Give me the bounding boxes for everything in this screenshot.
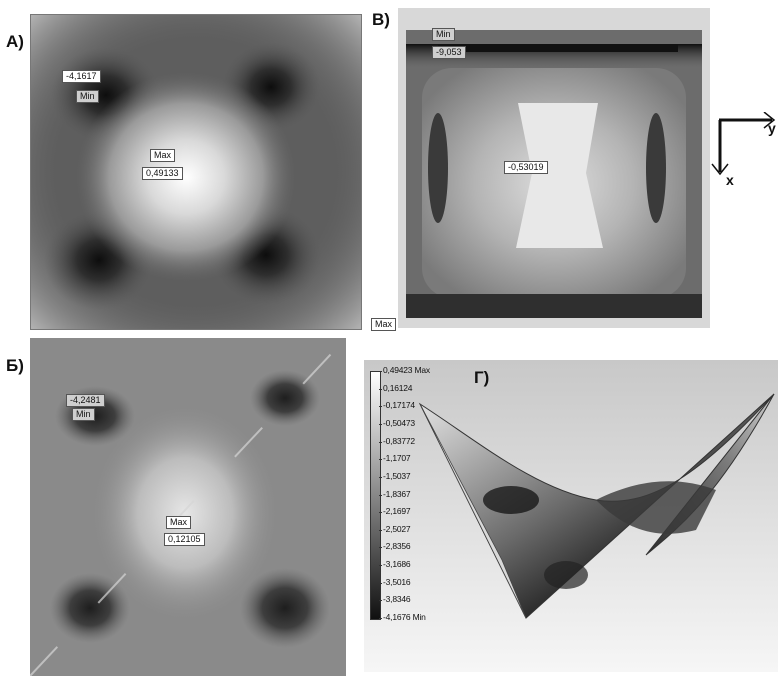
legend-entry: -3,5016 <box>383 577 411 587</box>
panel-g-legend: 0,49423 Max 0,16124 -0,17174 -0,50473 -0,837… <box>368 365 438 624</box>
legend-entry: -4,1676 Min <box>383 612 426 622</box>
panel-b-max-value-tag: 0,12105 <box>164 533 205 546</box>
legend-tick <box>379 618 382 619</box>
legend-entry: 0,49423 Max <box>383 365 430 375</box>
legend-entry: -1,8367 <box>383 489 411 499</box>
legend-entry: -1,1707 <box>383 453 411 463</box>
x-axis-label: x <box>726 172 734 188</box>
legend-entry: -0,50473 <box>383 418 415 428</box>
panel-a-min-value-tag: -4,1617 <box>62 70 101 83</box>
panel-b-contour-plot <box>30 338 346 676</box>
xy-axes-icon <box>711 112 776 176</box>
panel-v-min-name-tag: Min <box>432 28 455 41</box>
legend-tick <box>379 530 382 531</box>
panel-b-min-name-tag: Min <box>72 408 95 421</box>
legend-entry: 0,16124 <box>383 383 413 393</box>
legend-entry: -0,83772 <box>383 436 415 446</box>
panel-v-center-value-tag: -0,53019 <box>504 161 548 174</box>
legend-entry: -2,5027 <box>383 524 411 534</box>
y-axis-label: y <box>768 120 776 136</box>
panel-b-contour-svg <box>30 338 346 676</box>
legend-tick <box>379 371 382 372</box>
panel-v-label: В) <box>372 10 390 29</box>
legend-entry: -3,8346 <box>383 594 411 604</box>
panel-b-max-name-tag: Max <box>166 516 192 529</box>
legend-tick <box>379 424 382 425</box>
panel-a-contour-svg <box>31 15 361 329</box>
panel-v-max-name-tag: Max <box>371 318 397 331</box>
legend-entry: -2,1697 <box>383 506 411 516</box>
panel-g-label: Г) <box>474 368 490 387</box>
legend-tick <box>379 477 382 478</box>
panel-b-label: Б) <box>6 356 24 375</box>
legend-tick <box>379 583 382 584</box>
legend-tick <box>379 565 382 566</box>
legend-tick <box>379 459 382 460</box>
legend-tick <box>379 512 382 513</box>
panel-v-contour-plot <box>398 8 710 328</box>
panel-g-3d-surface <box>418 393 775 619</box>
legend-tick <box>379 495 382 496</box>
legend-entry: -0,17174 <box>383 400 415 410</box>
legend-entry: -2,8356 <box>383 541 411 551</box>
legend-entry: -3,1686 <box>383 559 411 569</box>
panel-a-contour-plot <box>30 14 362 330</box>
panel-a-max-name-tag: Max <box>150 149 176 162</box>
panel-a-min-name-tag: Min <box>76 90 99 103</box>
legend-tick <box>379 389 382 390</box>
legend-tick <box>379 547 382 548</box>
panel-v-contour-svg <box>398 8 710 328</box>
legend-tick <box>379 442 382 443</box>
legend-tick <box>379 600 382 601</box>
panel-a-label: А) <box>6 32 24 51</box>
panel-b-min-value-tag: -4,2481 <box>66 394 105 407</box>
panel-a-max-value-tag: 0,49133 <box>142 167 183 180</box>
legend-tick <box>379 406 382 407</box>
legend-entry: -1,5037 <box>383 471 411 481</box>
panel-v-min-value-tag: -9,053 <box>432 46 466 59</box>
